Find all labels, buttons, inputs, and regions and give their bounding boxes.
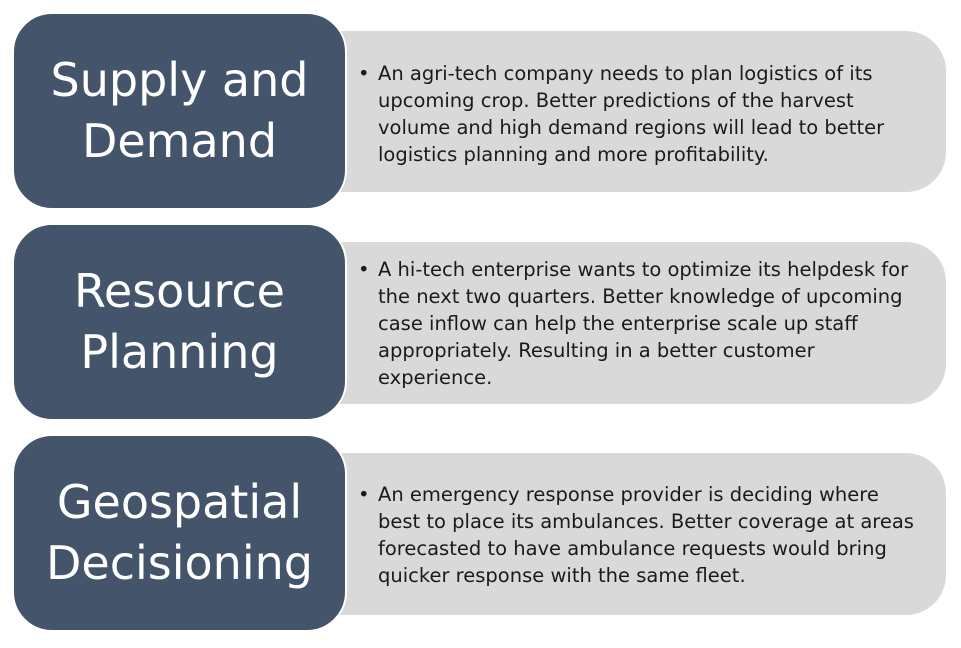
bullet-icon: • bbox=[358, 62, 370, 85]
description-box-resource-planning: • A hi-tech enterprise wants to optimize… bbox=[300, 242, 946, 404]
description-text: An emergency response provider is decidi… bbox=[378, 483, 914, 587]
description-text: An agri-tech company needs to plan logis… bbox=[378, 62, 885, 166]
bullet-icon: • bbox=[358, 483, 370, 506]
description-item: • An agri-tech company needs to plan log… bbox=[358, 60, 916, 168]
description-list: • A hi-tech enterprise wants to optimize… bbox=[358, 256, 918, 391]
title-box-resource-planning: Resource Planning bbox=[12, 223, 347, 421]
description-item: • An emergency response provider is deci… bbox=[358, 481, 918, 589]
description-box-geospatial-decisioning: • An emergency response provider is deci… bbox=[300, 453, 946, 615]
description-list: • An agri-tech company needs to plan log… bbox=[358, 60, 916, 168]
title-resource-planning: Resource Planning bbox=[74, 264, 285, 379]
title-box-supply-and-demand: Supply and Demand bbox=[12, 12, 347, 210]
title-geospatial-decisioning: Geospatial Decisioning bbox=[46, 475, 313, 590]
title-box-geospatial-decisioning: Geospatial Decisioning bbox=[12, 434, 347, 632]
description-list: • An emergency response provider is deci… bbox=[358, 481, 918, 589]
title-supply-and-demand: Supply and Demand bbox=[50, 53, 309, 168]
description-item: • A hi-tech enterprise wants to optimize… bbox=[358, 256, 918, 391]
bullet-icon: • bbox=[358, 258, 370, 281]
description-text: A hi-tech enterprise wants to optimize i… bbox=[378, 258, 909, 389]
description-box-supply-and-demand: • An agri-tech company needs to plan log… bbox=[300, 31, 946, 192]
